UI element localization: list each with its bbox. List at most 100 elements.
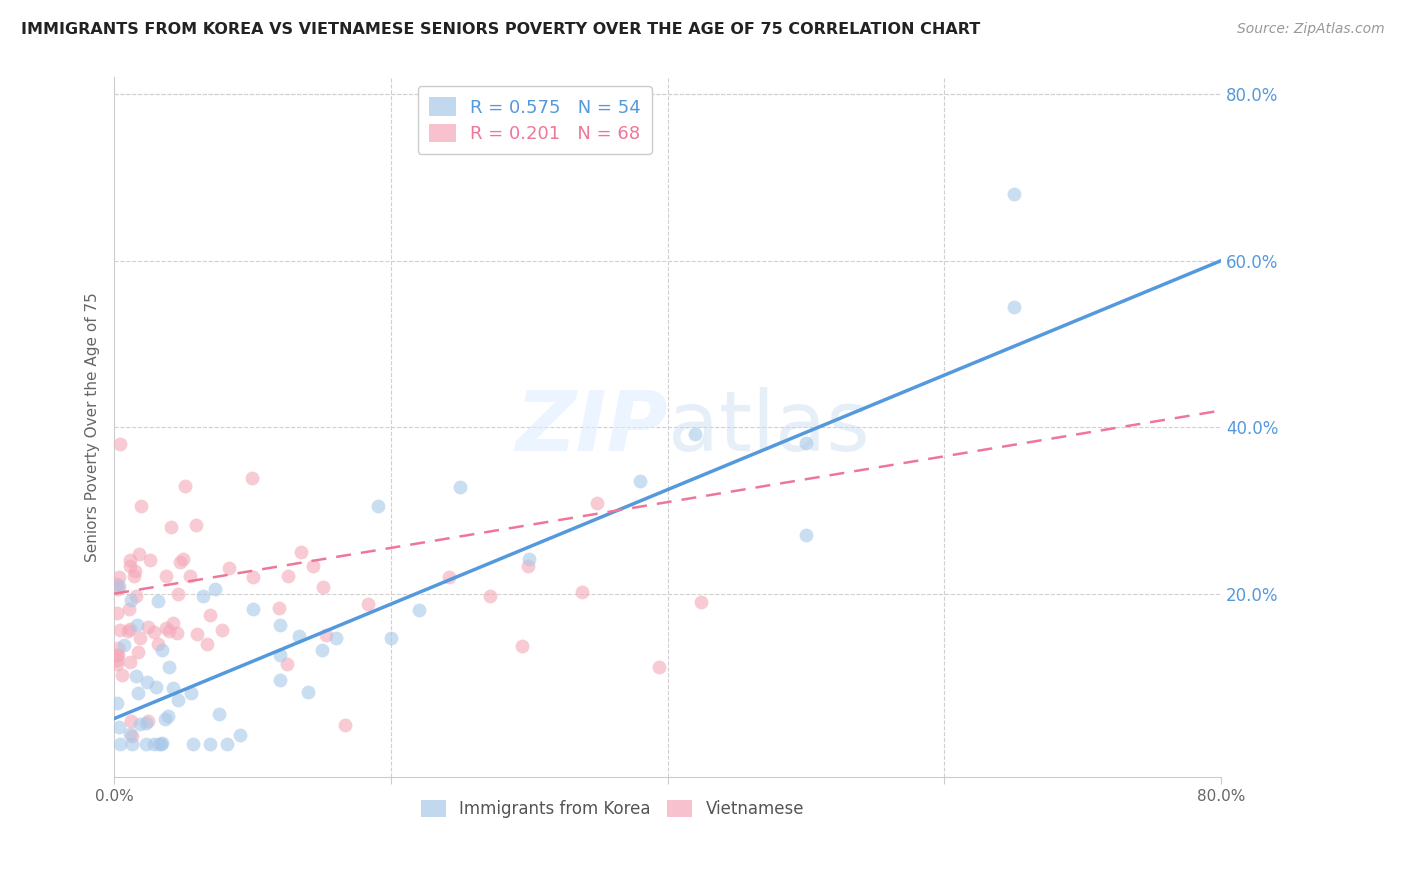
Point [269,618,291,632]
Point [367,499,389,513]
Point [276,657,298,671]
Point [107,570,129,584]
Point [146,594,169,608]
Point [108,720,131,734]
Point [191,590,214,604]
Point [142,624,165,639]
Point [157,624,180,638]
Point [162,681,184,695]
Point [208,706,231,721]
Point [312,580,335,594]
Point [135,737,157,751]
Point [105,657,128,672]
Point [184,518,207,533]
Point [118,622,141,636]
Point [242,570,264,584]
Point [172,552,194,566]
Point [479,589,502,603]
Point [117,624,139,638]
Text: Source: ZipAtlas.com: Source: ZipAtlas.com [1237,22,1385,37]
Point [129,499,152,513]
Point [155,569,177,583]
Point [174,479,197,493]
Point [510,639,533,653]
Point [315,628,337,642]
Point [200,737,222,751]
Point [120,593,142,607]
Point [108,437,131,451]
Point [105,696,128,710]
Point [150,735,173,749]
Point [157,659,180,673]
Point [1002,187,1025,202]
Point [356,598,378,612]
Point [120,714,142,728]
Point [120,553,142,567]
Point [127,686,149,700]
Point [685,427,707,442]
Point [229,728,252,742]
Point [242,602,264,616]
Point [437,570,460,584]
Y-axis label: Seniors Poverty Over the Age of 75: Seniors Poverty Over the Age of 75 [86,293,100,562]
Point [146,637,169,651]
Point [118,727,141,741]
Point [628,474,651,488]
Point [267,600,290,615]
Point [108,737,131,751]
Point [122,568,145,582]
Point [145,681,167,695]
Point [169,555,191,569]
Point [186,627,208,641]
Point [111,668,134,682]
Point [118,602,141,616]
Point [408,602,430,616]
Point [155,621,177,635]
Point [108,623,131,637]
Point [148,737,170,751]
Point [135,716,157,731]
Point [105,648,128,662]
Point [105,653,128,667]
Point [121,729,143,743]
Point [302,558,325,573]
Point [166,625,188,640]
Point [380,631,402,645]
Point [139,552,162,566]
Point [155,712,177,726]
Text: atlas: atlas [668,386,869,467]
Point [167,587,190,601]
Point [449,480,471,494]
Point [136,620,159,634]
Point [149,737,172,751]
Point [118,559,141,574]
Point [571,585,593,599]
Text: IMMIGRANTS FROM KOREA VS VIETNAMESE SENIORS POVERTY OVER THE AGE OF 75 CORRELATI: IMMIGRANTS FROM KOREA VS VIETNAMESE SENI… [21,22,980,37]
Point [166,693,188,707]
Point [586,496,609,510]
Point [162,616,184,631]
Point [125,669,148,683]
Point [311,643,333,657]
Point [269,673,291,687]
Point [136,714,159,728]
Point [143,737,166,751]
Point [290,545,312,559]
Point [136,675,159,690]
Point [1002,300,1025,314]
Point [105,607,128,621]
Point [297,685,319,699]
Point [325,631,347,645]
Point [127,645,149,659]
Point [124,564,146,578]
Point [125,589,148,603]
Point [150,642,173,657]
Point [105,576,128,591]
Point [107,641,129,656]
Point [269,648,291,663]
Point [107,582,129,596]
Point [288,629,311,643]
Point [517,551,540,566]
Point [215,737,238,751]
Point [204,582,226,597]
